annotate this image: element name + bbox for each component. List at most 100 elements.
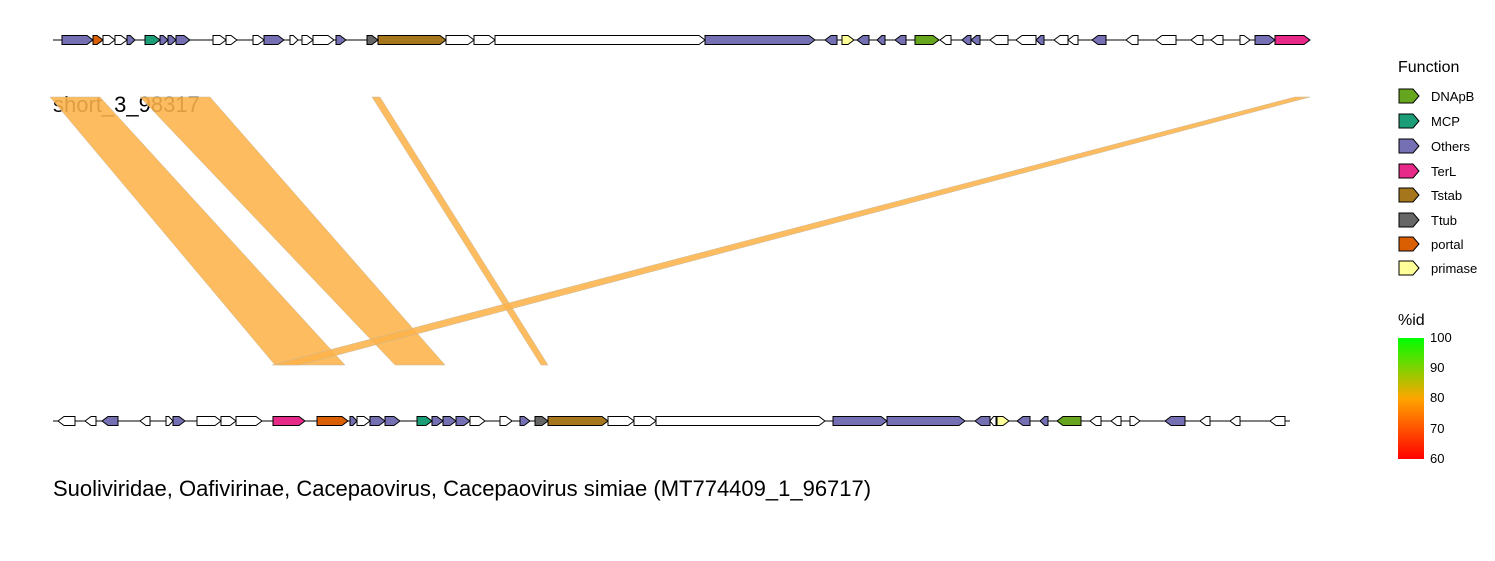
top-gene-others — [961, 35, 972, 45]
legend-swatch — [1398, 236, 1420, 252]
bottom-gene-portal — [316, 416, 349, 426]
legend-item-label: primase — [1431, 261, 1478, 276]
bottom-gene-others — [101, 416, 119, 426]
legend-swatch — [1398, 88, 1420, 104]
top-gene-others — [894, 35, 907, 45]
bottom-gene-others — [886, 416, 966, 426]
legend-item-label: TerL — [1431, 164, 1457, 179]
top-gene-others — [970, 35, 981, 45]
top-gene-ttub — [366, 35, 379, 45]
legend-item-label: Others — [1431, 139, 1471, 154]
identity-colorbar — [1398, 338, 1424, 459]
bottom-gene-others — [384, 416, 401, 426]
colorbar-tick-label: 60 — [1430, 451, 1445, 466]
top-gene-unknown — [1210, 35, 1224, 45]
bottom-gene-unknown — [139, 416, 151, 426]
bottom-gene-others — [172, 416, 186, 426]
top-gene-primase — [841, 35, 855, 45]
bottom-gene-unknown — [235, 416, 263, 426]
bottom-gene-unknown — [1110, 416, 1122, 426]
legend-item-label: Tstab — [1431, 188, 1463, 203]
top-gene-unknown — [445, 35, 475, 45]
top-gene-unknown — [312, 35, 335, 45]
top-gene-unknown — [1155, 35, 1177, 45]
top-gene-others — [824, 35, 838, 45]
top-gene-unknown — [1053, 35, 1069, 45]
top-gene-unknown — [225, 35, 238, 45]
bottom-gene-others — [442, 416, 457, 426]
bottom-gene-unknown — [1269, 416, 1286, 426]
bottom-gene-primase — [996, 416, 1010, 426]
bottom-gene-others — [455, 416, 471, 426]
bottom-gene-dnapb — [1056, 416, 1082, 426]
legend-item-label: MCP — [1431, 114, 1460, 129]
bottom-gene-unknown — [989, 416, 997, 426]
bottom-gene-unknown — [196, 416, 222, 426]
bottom-gene-others — [832, 416, 888, 426]
legend-function-title: Function — [1398, 59, 1460, 76]
top-gene-unknown — [1125, 35, 1139, 45]
bottom-gene-ttub — [534, 416, 549, 426]
top-gene-unknown — [301, 35, 314, 45]
colorbar-tick-label: 90 — [1430, 360, 1445, 375]
top-gene-tstab — [377, 35, 447, 45]
bottom-gene-unknown — [1129, 416, 1141, 426]
bottom-gene-unknown — [469, 416, 486, 426]
bottom-gene-others — [519, 416, 531, 426]
top-gene-terl — [1274, 35, 1311, 45]
bottom-gene-unknown — [57, 416, 76, 426]
legend-swatch — [1398, 212, 1420, 228]
bottom-gene-unknown — [356, 416, 371, 426]
top-gene-unknown — [252, 35, 265, 45]
top-gene-unknown — [212, 35, 227, 45]
bottom-gene-terl — [272, 416, 306, 426]
top-gene-unknown — [114, 35, 128, 45]
legend-swatch — [1398, 163, 1420, 179]
top-gene-others — [263, 35, 285, 45]
bottom-gene-unknown — [220, 416, 237, 426]
bottom-genome-genes — [57, 416, 1286, 426]
bottom-gene-unknown — [633, 416, 657, 426]
top-gene-unknown — [289, 35, 299, 45]
top-gene-unknown — [494, 35, 706, 45]
top-gene-others — [335, 35, 347, 45]
top-gene-unknown — [473, 35, 496, 45]
bottom-gene-others — [1164, 416, 1186, 426]
top-gene-others — [1035, 35, 1045, 45]
bottom-gene-others — [1039, 416, 1049, 426]
legend-item-label: portal — [1431, 237, 1464, 252]
top-genome-genes — [61, 35, 1311, 45]
top-gene-others — [876, 35, 886, 45]
bottom-gene-tstab — [547, 416, 609, 426]
bottom-gene-unknown — [1089, 416, 1102, 426]
bottom-gene-others — [369, 416, 386, 426]
bottom-gene-others — [1016, 416, 1031, 426]
colorbar-tick-label: 70 — [1430, 421, 1445, 436]
top-gene-unknown — [939, 35, 952, 45]
top-gene-others — [159, 35, 169, 45]
legend-item-label: DNApB — [1431, 89, 1475, 104]
colorbar-tick-label: 80 — [1430, 390, 1445, 405]
bottom-gene-unknown — [1199, 416, 1211, 426]
top-gene-unknown — [1190, 35, 1204, 45]
top-gene-others — [126, 35, 136, 45]
bottom-gene-unknown — [1229, 416, 1241, 426]
top-gene-mcp — [144, 35, 161, 45]
top-gene-portal — [92, 35, 104, 45]
colorbar-tick-label: 100 — [1430, 330, 1452, 345]
bottom-gene-mcp — [416, 416, 433, 426]
top-gene-others — [61, 35, 94, 45]
top-gene-others — [167, 35, 177, 45]
legend-item-label: Ttub — [1431, 213, 1458, 228]
bottom-gene-others — [431, 416, 444, 426]
legend-swatch — [1398, 113, 1420, 129]
top-gene-unknown — [989, 35, 1009, 45]
legend-swatch — [1398, 260, 1420, 276]
top-gene-others — [1091, 35, 1107, 45]
top-gene-unknown — [1067, 35, 1079, 45]
bottom-gene-unknown — [655, 416, 826, 426]
top-gene-unknown — [1239, 35, 1251, 45]
legend-id-title: %id — [1398, 312, 1425, 329]
top-gene-dnapb — [914, 35, 940, 45]
